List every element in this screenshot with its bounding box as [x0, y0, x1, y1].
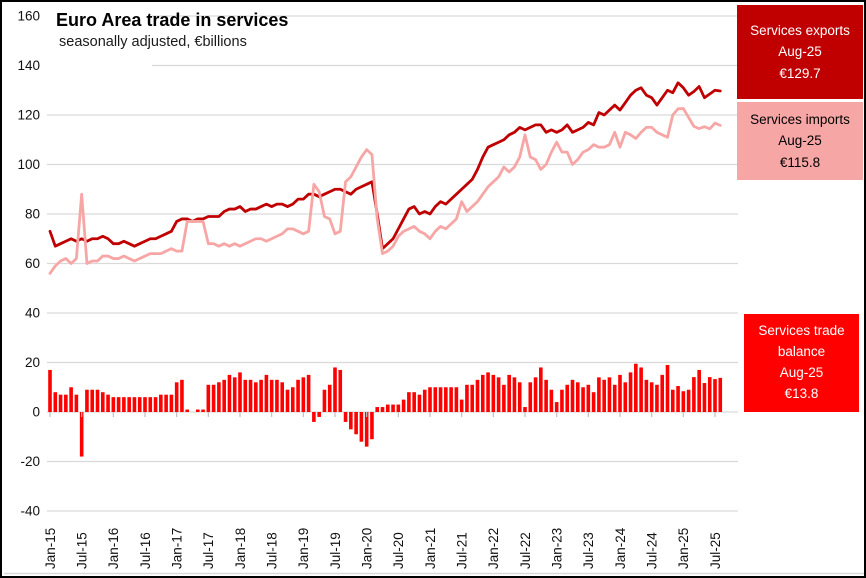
x-tick-label: Jan-25: [676, 528, 691, 569]
x-tick-label: Jan-21: [423, 528, 438, 569]
callout-balance-period: Aug-25: [779, 365, 824, 380]
x-tick-label: Jul-16: [138, 532, 153, 569]
exports-line: [48, 81, 722, 251]
y-tick-label: 80: [25, 207, 40, 222]
x-tick-label: Jan-16: [106, 528, 121, 569]
x-tick-label: Jan-24: [613, 527, 628, 569]
callout-imports-series: Services imports: [750, 111, 850, 127]
x-tick-label: Jan-17: [169, 528, 184, 569]
callout-imports-value: €115.8: [779, 154, 821, 170]
y-tick-label: 20: [25, 355, 40, 370]
callout-imports: Services imports Aug-25 €115.8: [737, 102, 863, 180]
y-tick-label: 160: [17, 9, 40, 24]
x-tick-label: Jul-25: [708, 532, 723, 569]
y-tick-label: 0: [32, 405, 40, 420]
x-tick-label: Jan-20: [359, 528, 374, 569]
y-tick-label: 120: [17, 108, 40, 123]
callout-balance-series: Services trade balance: [758, 323, 845, 360]
callout-balance: Services trade balance Aug-25 €13.8: [744, 314, 859, 412]
x-tick-label: Jul-18: [264, 532, 279, 569]
callout-imports-period: Aug-25: [778, 133, 822, 149]
x-tick-label: Jul-15: [74, 532, 89, 569]
callout-exports-value: €129.7: [779, 65, 821, 81]
x-tick-label: Jan-18: [233, 528, 248, 569]
page-subtitle: seasonally adjusted, €billions: [59, 34, 247, 50]
y-tick-label: 140: [17, 58, 40, 73]
x-axis-labels: Jan-15 Jul-15 Jan-16 Jul-16 Jan-17 Jul-17 Jan-…: [43, 527, 723, 569]
x-tick-label: Jan-19: [296, 528, 311, 569]
y-axis-labels: 160 140 120 100 80 60 40 20 0 -20 -40: [17, 9, 40, 519]
x-tick-label: Jul-19: [328, 532, 343, 569]
x-tick-label: Jan-23: [549, 528, 564, 569]
gridlines: [4, 15, 864, 575]
x-axis-ticks: [49, 412, 716, 417]
y-tick-label: -40: [20, 504, 40, 519]
x-tick-label: Jul-20: [391, 532, 406, 569]
x-tick-label: Jan-15: [43, 528, 58, 569]
x-tick-label: Jul-22: [518, 532, 533, 569]
x-tick-label: Jan-22: [486, 528, 501, 569]
callout-exports: Services exports Aug-25 €129.7: [737, 5, 863, 99]
x-tick-label: Jul-24: [644, 532, 659, 569]
callout-balance-value: €13.8: [784, 385, 819, 401]
balance-bars: [48, 363, 723, 457]
y-tick-label: -20: [20, 454, 40, 469]
imports-line: [48, 107, 722, 275]
page-title: Euro Area trade in services: [56, 10, 289, 30]
callout-exports-period: Aug-25: [778, 44, 822, 60]
callout-exports-series: Services exports: [750, 22, 850, 38]
x-tick-label: Jul-21: [454, 532, 469, 569]
y-tick-label: 60: [25, 256, 40, 271]
x-tick-label: Jul-17: [201, 532, 216, 569]
x-tick-label: Jul-23: [581, 532, 596, 569]
y-tick-label: 40: [25, 306, 40, 321]
y-tick-label: 100: [17, 157, 40, 172]
